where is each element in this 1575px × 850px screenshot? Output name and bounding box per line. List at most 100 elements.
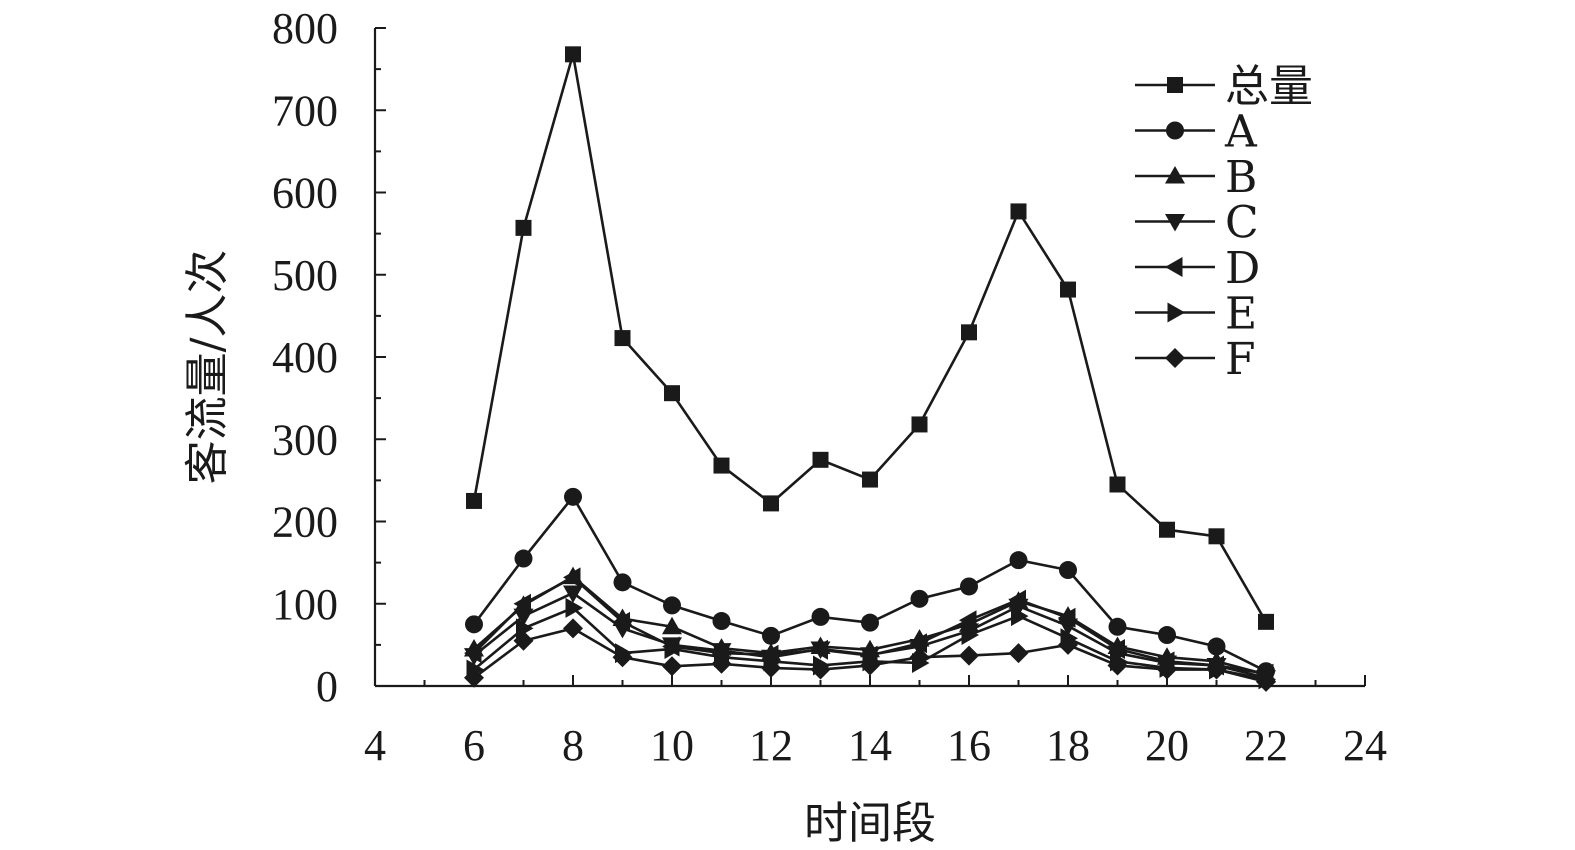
y-axis-title: 客流量/人次 (182, 250, 233, 485)
data-point-triangle-left (1107, 638, 1125, 659)
x-tick-label: 4 (364, 721, 386, 770)
data-point-square (614, 330, 631, 347)
data-point-square (763, 495, 779, 512)
data-point-square (1258, 613, 1274, 630)
data-point-diamond (662, 656, 682, 677)
x-axis-title: 时间段 (804, 798, 936, 849)
series-1 (466, 46, 1274, 630)
data-point-diamond (1107, 655, 1128, 676)
data-point-triangle-left (1058, 607, 1076, 628)
data-point-square (565, 46, 581, 63)
data-point-square (1159, 521, 1175, 538)
y-tick-label: 0 (316, 662, 338, 711)
data-point-diamond (513, 630, 534, 651)
axes: 0 100 200 300 400 500 600 700 800 4 6 8 10 12 14 16 18 2… (272, 4, 1387, 770)
series-7 (464, 618, 1276, 692)
data-point-diamond (464, 667, 484, 688)
data-point-circle (712, 612, 731, 631)
data-point-circle (1158, 626, 1176, 645)
data-point-square (862, 471, 878, 488)
y-tick-label: 600 (272, 169, 338, 218)
legend-label: E (1225, 289, 1257, 340)
data-point-circle (663, 596, 681, 615)
data-point-diamond (860, 655, 880, 676)
data-point-circle (1108, 617, 1127, 636)
legend-marker-triangle-right (1167, 302, 1185, 323)
data-point-square (1010, 203, 1027, 220)
data-point-triangle-right (664, 638, 682, 659)
data-point-square (713, 457, 730, 474)
x-tick-label: 18 (1046, 721, 1090, 770)
y-tick-label: 300 (272, 415, 338, 464)
data-point-diamond (1256, 671, 1276, 692)
x-tick-label: 10 (650, 721, 694, 770)
data-point-diamond (1206, 659, 1227, 680)
x-tick-label: 8 (562, 721, 584, 770)
legend-marker-square (1167, 77, 1183, 93)
data-point-triangle-left (563, 567, 581, 588)
data-point-triangle-left (464, 643, 482, 664)
data-point-triangle-up (662, 616, 682, 635)
data-point-triangle-right (565, 597, 583, 618)
data-point-diamond (612, 647, 633, 668)
data-point-triangle-down (513, 608, 534, 627)
legend-item: C (1135, 198, 1259, 249)
data-point-square (1109, 476, 1126, 493)
data-point-square (911, 416, 928, 433)
data-point-diamond (1157, 659, 1177, 680)
data-point-triangle-left (1008, 589, 1026, 610)
data-point-square (664, 385, 680, 402)
data-point-square (1060, 281, 1076, 298)
data-point-diamond (761, 657, 781, 678)
data-point-circle (861, 613, 879, 632)
series-line (472, 53, 1268, 623)
x-ticks: 4 6 8 10 12 14 16 18 20 22 24 (364, 675, 1387, 770)
data-point-circle (960, 577, 978, 596)
y-ticks: 0 100 200 300 400 500 600 700 800 (272, 4, 386, 711)
data-point-triangle-left (959, 610, 977, 631)
data-point-triangle-right (1011, 606, 1029, 627)
x-tick-label: 20 (1145, 721, 1189, 770)
data-point-circle (762, 626, 780, 645)
data-point-diamond (563, 618, 583, 639)
data-point-diamond (810, 659, 831, 680)
data-point-diamond (909, 647, 930, 668)
x-tick-label: 22 (1244, 721, 1288, 770)
y-tick-label: 200 (272, 498, 338, 547)
legend-label: C (1225, 198, 1259, 249)
y-tick-label: 100 (272, 580, 338, 629)
y-tick-label: 800 (272, 4, 338, 53)
y-tick-label: 700 (272, 86, 338, 135)
data-point-square (466, 492, 482, 509)
data-point-circle (465, 615, 483, 634)
legend-item: B (1135, 152, 1257, 203)
legend-label: A (1224, 107, 1258, 158)
legend-label: F (1225, 334, 1256, 385)
legend-item: F (1135, 334, 1256, 385)
data-point-triangle-right (961, 625, 979, 646)
data-point-circle (514, 549, 533, 568)
series-layer (464, 46, 1276, 692)
x-tick-label: 6 (463, 721, 485, 770)
legend-marker-diamond (1165, 348, 1185, 368)
legend-item: D (1135, 243, 1260, 294)
legend-label: D (1225, 243, 1260, 294)
y-tick-label: 500 (272, 251, 338, 300)
x-tick-label: 14 (848, 721, 892, 770)
x-tick-label: 16 (947, 721, 991, 770)
data-point-square (1208, 528, 1225, 545)
data-point-diamond (1058, 634, 1078, 655)
data-point-circle (811, 607, 830, 626)
data-point-square (812, 451, 829, 468)
legend-marker-circle (1166, 121, 1184, 140)
data-point-diamond (959, 645, 979, 666)
legend-item: A (1135, 107, 1258, 158)
data-point-circle (613, 573, 632, 592)
legend-marker-triangle-down (1165, 214, 1185, 232)
series-2 (465, 487, 1275, 681)
x-tick-label: 12 (749, 721, 793, 770)
legend-marker-triangle-up (1165, 166, 1185, 184)
data-point-circle (1059, 561, 1077, 580)
